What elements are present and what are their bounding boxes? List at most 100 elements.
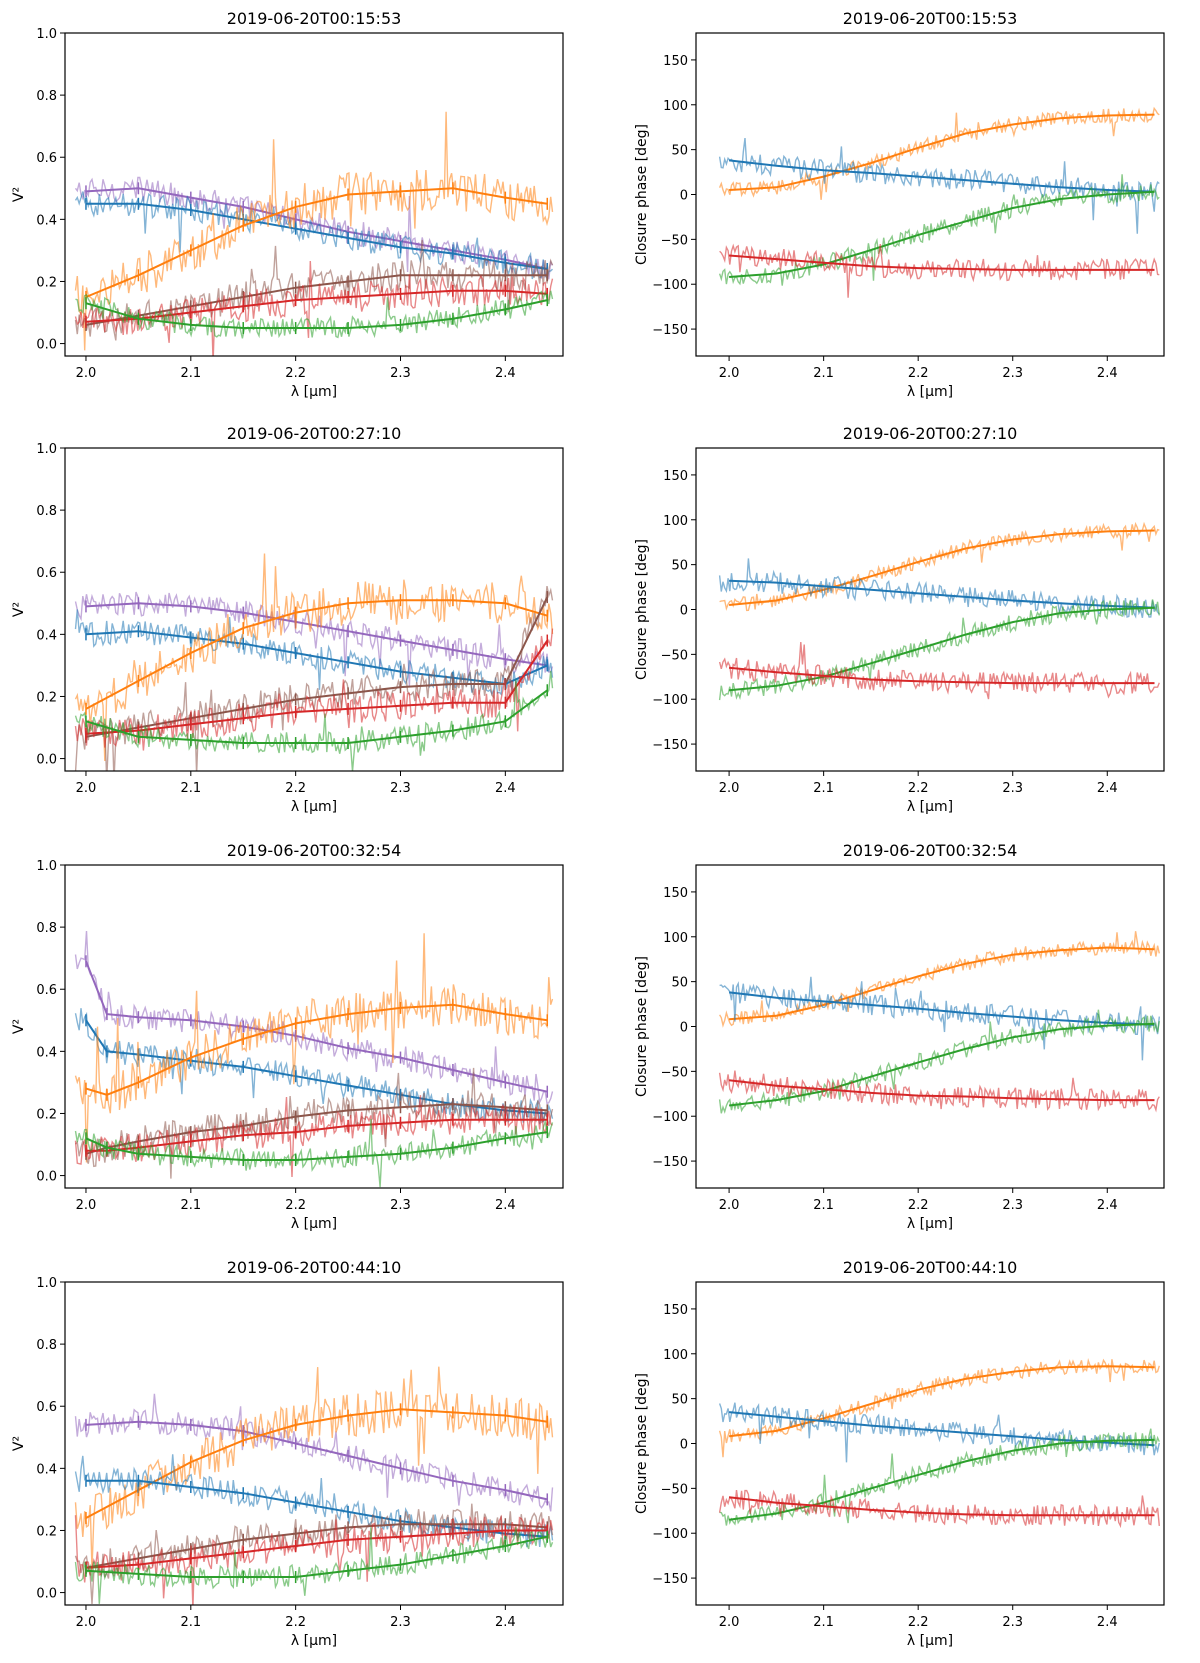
- x-tick-label: 2.3: [1002, 1198, 1023, 1213]
- x-axis-label: λ [μm]: [907, 1633, 953, 1649]
- chart-title: 2019-06-20T00:44:10: [843, 1258, 1018, 1277]
- x-tick-label: 2.3: [390, 366, 411, 381]
- x-tick-label: 2.4: [495, 366, 516, 381]
- y-tick-label: 1.0: [36, 442, 57, 457]
- y-tick-label: 150: [663, 1303, 688, 1318]
- x-tick-label: 2.0: [719, 366, 740, 381]
- y-axis-label: V²: [11, 602, 27, 617]
- y-axis-label: V²: [11, 187, 27, 202]
- axes-frame: [695, 864, 1165, 1189]
- y-tick-label: 0: [680, 1438, 688, 1453]
- series-line-green: [729, 190, 1155, 278]
- series-line-blue: [86, 1479, 548, 1538]
- series-noise-orange: [719, 521, 1160, 612]
- y-tick-label: −150: [652, 1572, 688, 1587]
- series-line-blue: [729, 579, 1155, 609]
- y-tick-label: 0: [680, 1021, 688, 1036]
- y-tick-label: −150: [652, 323, 688, 338]
- y-tick-label: 0.2: [36, 275, 57, 290]
- x-tick-label: 2.0: [76, 1615, 97, 1630]
- y-tick-label: 0.4: [36, 1045, 57, 1060]
- plot-area: [74, 111, 554, 356]
- y-tick-label: 1.0: [36, 1276, 57, 1291]
- y-tick-label: 50: [671, 559, 688, 574]
- series-line-orange: [85, 599, 548, 710]
- x-tick-label: 2.4: [1097, 366, 1118, 381]
- series-noise-green: [74, 670, 554, 771]
- y-axis-label: V²: [11, 1019, 27, 1034]
- series-line-green: [85, 299, 548, 329]
- series-line-orange: [85, 187, 548, 298]
- x-tick-label: 2.4: [1097, 1615, 1118, 1630]
- plot-area: [74, 553, 554, 771]
- y-tick-label: 150: [663, 54, 688, 69]
- series-noise-green: [74, 1118, 554, 1188]
- series-line-brown: [85, 274, 548, 326]
- series-noise-blue: [719, 976, 1160, 1061]
- chart-panel-cp-3: 2019-06-20T00:44:10 2.0 2.1 2.2 2.3 2.4 150 100…: [634, 1258, 1165, 1649]
- series-noise-blue: [718, 1402, 1160, 1463]
- y-axis-label: Closure phase [deg]: [634, 539, 650, 680]
- x-tick-label: 2.0: [719, 1198, 740, 1213]
- chart-panel-cp-1: 2019-06-20T00:27:10 2.0 2.1 2.2 2.3 2.4 150 100…: [634, 424, 1165, 815]
- x-tick-label: 2.4: [495, 1615, 516, 1630]
- y-tick-label: 0.4: [36, 213, 57, 228]
- chart-title: 2019-06-20T00:32:54: [843, 841, 1018, 860]
- y-tick-label: 0.2: [36, 1524, 57, 1539]
- x-tick-label: 2.0: [76, 781, 97, 796]
- series-noise-orange: [74, 111, 554, 351]
- x-tick-label: 2.3: [1002, 781, 1023, 796]
- y-tick-label: 100: [663, 1348, 688, 1363]
- series-line-orange: [728, 1365, 1155, 1438]
- series-line-green: [728, 1438, 1155, 1521]
- x-tick-label: 2.0: [76, 366, 97, 381]
- x-tick-label: 2.0: [719, 781, 740, 796]
- x-axis-label: λ [μm]: [291, 384, 337, 400]
- chart-panel-cp-0: 2019-06-20T00:15:53 2.0 2.1 2.2 2.3 2.4 150 100…: [634, 9, 1165, 400]
- x-tick-label: 2.2: [908, 366, 929, 381]
- x-tick-label: 2.1: [180, 1198, 201, 1213]
- y-tick-label: 50: [671, 144, 688, 159]
- y-axis-label: Closure phase [deg]: [634, 956, 650, 1097]
- x-tick-label: 2.3: [390, 1615, 411, 1630]
- x-tick-label: 2.0: [719, 1615, 740, 1630]
- x-tick-label: 2.2: [908, 781, 929, 796]
- y-tick-label: −50: [661, 233, 688, 248]
- x-tick-label: 2.2: [285, 1198, 306, 1213]
- y-tick-label: 100: [663, 931, 688, 946]
- x-tick-label: 2.2: [285, 1615, 306, 1630]
- x-tick-label: 2.1: [813, 1198, 834, 1213]
- series-line-red: [85, 640, 549, 735]
- series-line-purple: [85, 1420, 548, 1501]
- x-tick-label: 2.1: [813, 781, 834, 796]
- x-tick-label: 2.2: [285, 781, 306, 796]
- series-noise-purple: [74, 1393, 554, 1512]
- series-line-blue: [728, 991, 1155, 1026]
- chart-panel-cp-2: 2019-06-20T00:32:54 2.0 2.1 2.2 2.3 2.4 150 100…: [634, 841, 1165, 1232]
- x-tick-label: 2.1: [180, 1615, 201, 1630]
- chart-panel-vis2-1: 2019-06-20T00:27:10 2.0 2.1 2.2 2.3 2.4 0.0 0.2…: [11, 424, 564, 815]
- plot-area: [718, 931, 1160, 1114]
- chart-title: 2019-06-20T00:27:10: [843, 424, 1018, 443]
- y-tick-label: −100: [652, 1527, 688, 1542]
- axes-frame: [695, 447, 1165, 772]
- axes-frame: [64, 1281, 564, 1606]
- y-tick-label: 0.0: [36, 1587, 57, 1602]
- y-tick-label: 1.0: [36, 27, 57, 42]
- series-line-blue: [86, 202, 548, 270]
- chart-title: 2019-06-20T00:44:10: [227, 1258, 402, 1277]
- axes-frame: [64, 864, 564, 1189]
- y-tick-label: 0.6: [36, 151, 57, 166]
- y-axis-label: Closure phase [deg]: [634, 1373, 650, 1514]
- plot-area: [74, 930, 554, 1188]
- y-tick-label: −100: [652, 693, 688, 708]
- y-tick-label: 0.2: [36, 690, 57, 705]
- x-tick-label: 2.1: [813, 366, 834, 381]
- x-tick-label: 2.3: [390, 1198, 411, 1213]
- y-tick-label: 0.0: [36, 338, 57, 353]
- series-line-red: [728, 1079, 1155, 1102]
- x-tick-label: 2.0: [76, 1198, 97, 1213]
- series-noise-red: [718, 1489, 1160, 1529]
- axes-frame: [64, 447, 564, 772]
